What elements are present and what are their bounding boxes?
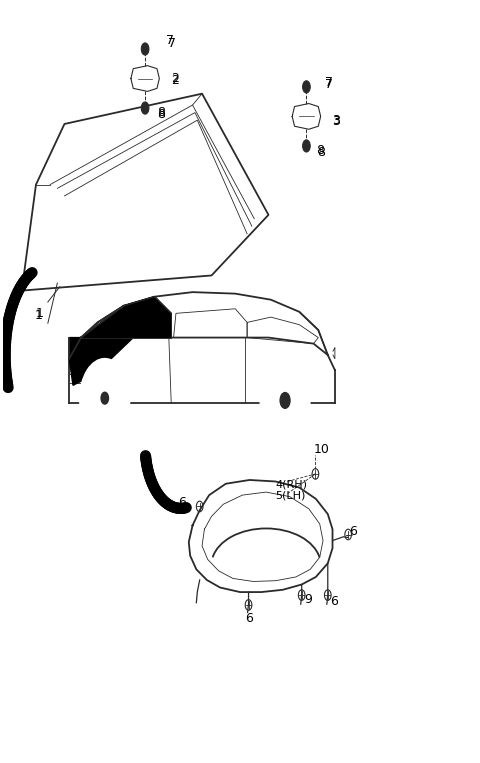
Text: 4(RH): 4(RH) xyxy=(276,479,308,490)
Text: 6: 6 xyxy=(179,496,186,509)
Circle shape xyxy=(272,378,299,422)
Text: 7: 7 xyxy=(325,76,334,89)
Circle shape xyxy=(91,376,119,420)
Text: 7: 7 xyxy=(167,34,174,47)
Text: 6: 6 xyxy=(245,612,252,625)
Text: 6: 6 xyxy=(349,524,357,537)
Text: 9: 9 xyxy=(304,593,312,606)
Text: 10: 10 xyxy=(313,443,329,456)
Text: 3: 3 xyxy=(333,115,340,128)
Text: 8: 8 xyxy=(157,106,165,119)
Text: 2: 2 xyxy=(171,74,179,87)
Circle shape xyxy=(91,376,119,420)
Text: 8: 8 xyxy=(317,146,325,159)
Circle shape xyxy=(80,359,130,437)
Text: 6: 6 xyxy=(330,595,338,608)
Text: 8: 8 xyxy=(157,108,165,121)
Circle shape xyxy=(141,102,149,114)
Circle shape xyxy=(302,140,310,152)
Circle shape xyxy=(141,43,149,55)
Circle shape xyxy=(280,392,290,408)
Text: 1: 1 xyxy=(35,309,42,323)
Text: 7: 7 xyxy=(325,78,334,91)
Text: 5(LH): 5(LH) xyxy=(276,490,306,500)
Circle shape xyxy=(101,392,108,404)
Circle shape xyxy=(80,359,130,437)
Circle shape xyxy=(261,361,310,439)
Polygon shape xyxy=(69,297,171,385)
Text: 1: 1 xyxy=(36,307,44,320)
Text: 3: 3 xyxy=(333,114,340,127)
Circle shape xyxy=(100,391,110,406)
Text: 7: 7 xyxy=(168,37,176,50)
Circle shape xyxy=(302,81,310,93)
Text: 2: 2 xyxy=(171,72,179,85)
Text: 8: 8 xyxy=(316,144,324,157)
